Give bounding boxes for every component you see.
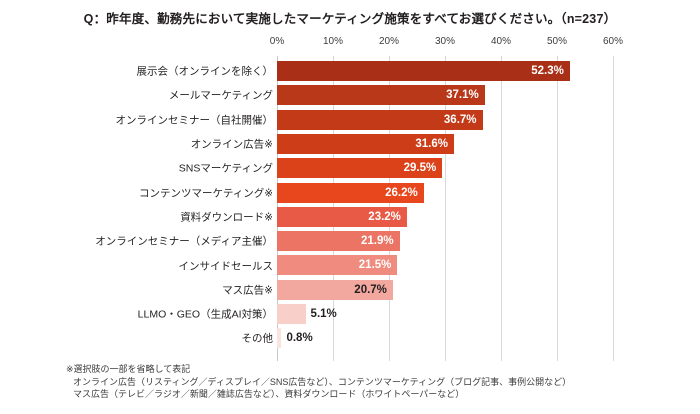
category-label: オンラインセミナー（自社開催） xyxy=(115,114,274,127)
x-axis-tick-labels: 0% 10% 20% 30% 40% 50% 60% xyxy=(0,36,700,56)
x-axis-tick-label: 10% xyxy=(322,36,344,47)
category-label: その他 xyxy=(241,332,274,345)
x-axis-tick-label: 60% xyxy=(602,36,624,47)
bar-value-label: 37.1% xyxy=(446,89,479,102)
gridline xyxy=(613,56,614,361)
x-axis-tick-label: 30% xyxy=(434,36,456,47)
bar-row: オンライン広告※ 31.6% xyxy=(0,132,700,156)
page-title: Q：昨年度、勤務先において実施したマーケティング施策をすべてお選びください。（n… xyxy=(83,12,617,26)
bar-value-label: 0.8% xyxy=(286,332,313,345)
bar: 36.7% xyxy=(277,109,483,130)
bar: 21.5% xyxy=(277,255,398,276)
bar-value-label: 21.5% xyxy=(358,259,392,272)
bar: 29.5% xyxy=(277,158,443,179)
bar-value-label: 26.2% xyxy=(385,186,418,199)
x-axis-tick-label: 0% xyxy=(269,36,285,47)
footnote-line: マス広告（テレビ／ラジオ／新聞／雑誌広告など）、資料ダウンロード（ホワイトペーパ… xyxy=(73,389,465,400)
bar: 0.8% xyxy=(277,328,313,349)
category-label: マス広告※ xyxy=(222,284,273,297)
bar-row: オンラインセミナー（メディア主催） 21.9% xyxy=(0,229,700,253)
bar-row: コンテンツマーケティング※ 26.2% xyxy=(0,181,700,205)
category-label: 展示会（オンラインを除く） xyxy=(136,65,274,78)
chart-plot-area: 0% 10% 20% 30% 40% 50% 60% 展示会（オンラインを除く） 52.3% メ… xyxy=(0,36,700,361)
bar-value-label: 5.1% xyxy=(310,308,337,320)
bar: 52.3% xyxy=(277,61,570,81)
gridline xyxy=(557,56,558,361)
bar-row: その他 0.8% xyxy=(0,326,700,350)
bar: 31.6% xyxy=(277,133,454,154)
bar: 37.1% xyxy=(277,85,485,106)
bar-row: 資料ダウンロード※ 23.2% xyxy=(0,205,700,229)
bar: 5.1% xyxy=(277,304,337,324)
x-axis-tick-label: 40% xyxy=(490,36,512,47)
bar-row: メールマーケティング 37.1% xyxy=(0,83,700,107)
bar-rows: 展示会（オンラインを除く） 52.3% メールマーケティング 37.1% オンラインセミ… xyxy=(0,56,700,361)
gridline xyxy=(501,56,502,361)
bar-row: マス広告※ 20.7% xyxy=(0,278,700,302)
category-label: インサイドセールス xyxy=(178,260,274,273)
bar-value-label: 36.7% xyxy=(443,113,477,126)
x-axis-tick-label: 20% xyxy=(378,36,400,47)
bar: 21.9% xyxy=(277,231,400,252)
footnote-line: オンライン広告（リスティング／ディスプレイ／SNS広告など）、コンテンツマーケテ… xyxy=(73,376,572,387)
category-label: オンライン広告※ xyxy=(190,138,273,151)
gridline xyxy=(445,56,446,361)
bar: 20.7% xyxy=(277,279,393,300)
category-label: 資料ダウンロード※ xyxy=(180,211,273,224)
bar-row: SNSマーケティング 29.5% xyxy=(0,156,700,180)
bar-value-label: 20.7% xyxy=(354,283,387,296)
bar-row: オンラインセミナー（自社開催） 36.7% xyxy=(0,108,700,132)
footnote-block: ※選択肢の一部を省略して表記 オンライン広告（リスティング／ディスプレイ／SNS… xyxy=(66,363,700,401)
bar-value-label: 29.5% xyxy=(403,162,437,175)
category-label: LLMO・GEO（生成AI対策） xyxy=(137,308,273,321)
bar-row: LLMO・GEO（生成AI対策） 5.1% xyxy=(0,302,700,326)
footnote-line: ※選択肢の一部を省略して表記 xyxy=(66,364,191,374)
category-label: コンテンツマーケティング※ xyxy=(139,187,273,200)
category-label: SNSマーケティング xyxy=(178,162,273,175)
bar-value-label: 23.2% xyxy=(368,210,401,223)
bar-value-label: 31.6% xyxy=(415,137,448,150)
category-label: メールマーケティング xyxy=(168,89,273,102)
bar-value-label: 52.3% xyxy=(531,65,564,77)
x-axis-tick-label: 50% xyxy=(546,36,568,47)
bar-value-label: 21.9% xyxy=(361,235,394,248)
category-label: オンラインセミナー（メディア主催） xyxy=(95,235,273,248)
bar: 23.2% xyxy=(277,206,407,227)
bar: 26.2% xyxy=(277,182,424,203)
bar-row: インサイドセールス 21.5% xyxy=(0,253,700,277)
bar-row: 展示会（オンラインを除く） 52.3% xyxy=(0,59,700,83)
